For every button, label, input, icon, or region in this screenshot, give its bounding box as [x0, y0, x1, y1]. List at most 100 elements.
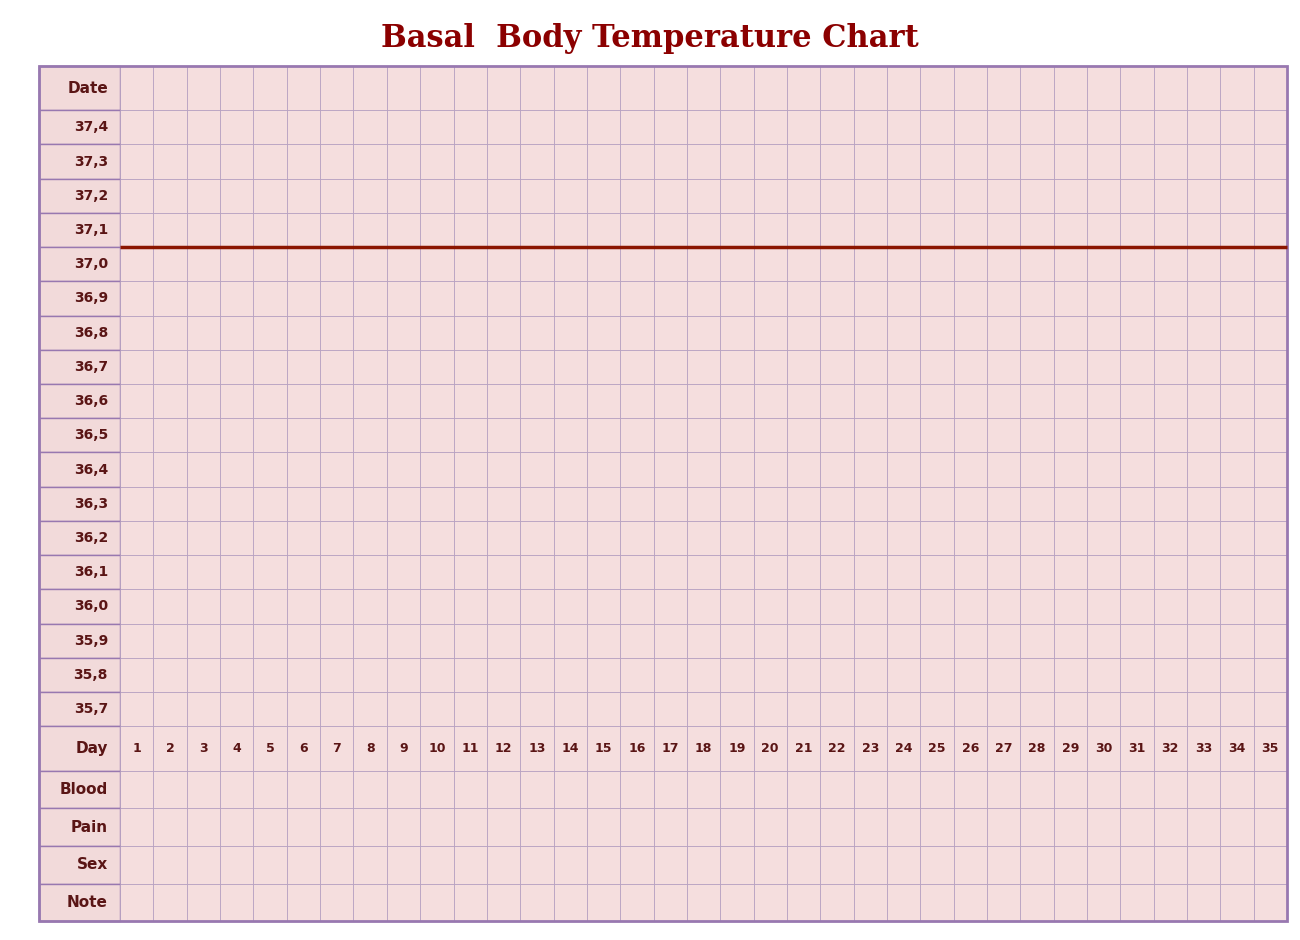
Bar: [554, 808, 586, 846]
Text: 5: 5: [265, 742, 274, 755]
Bar: [354, 179, 387, 213]
Bar: [520, 145, 554, 179]
Bar: [654, 316, 686, 350]
Bar: [488, 66, 520, 110]
Bar: [1253, 110, 1287, 145]
Text: 19: 19: [728, 742, 746, 755]
Bar: [187, 247, 220, 281]
Bar: [1053, 521, 1087, 556]
Bar: [720, 727, 754, 771]
Bar: [387, 281, 420, 316]
Bar: [920, 145, 954, 179]
Bar: [520, 452, 554, 487]
Text: 6: 6: [299, 742, 308, 755]
Bar: [686, 771, 720, 808]
Bar: [586, 623, 620, 658]
Bar: [187, 316, 220, 350]
Bar: [153, 589, 187, 623]
Bar: [920, 623, 954, 658]
Text: 21: 21: [794, 742, 812, 755]
Bar: [1153, 350, 1187, 384]
Bar: [920, 110, 954, 145]
Bar: [987, 727, 1021, 771]
Bar: [987, 350, 1021, 384]
Bar: [1187, 110, 1221, 145]
Bar: [287, 418, 320, 452]
Bar: [454, 247, 488, 281]
Bar: [39, 316, 120, 350]
Bar: [39, 179, 120, 213]
Bar: [520, 316, 554, 350]
Bar: [454, 213, 488, 247]
Bar: [820, 727, 854, 771]
Bar: [1121, 521, 1153, 556]
Bar: [1221, 623, 1253, 658]
Bar: [153, 884, 187, 921]
Bar: [320, 66, 354, 110]
Bar: [454, 66, 488, 110]
Bar: [754, 487, 786, 521]
Bar: [187, 281, 220, 316]
Bar: [1253, 418, 1287, 452]
Bar: [1053, 884, 1087, 921]
Bar: [520, 350, 554, 384]
Bar: [387, 316, 420, 350]
Bar: [820, 281, 854, 316]
Bar: [554, 247, 586, 281]
Text: 25: 25: [928, 742, 945, 755]
Bar: [1121, 589, 1153, 623]
Bar: [1221, 350, 1253, 384]
Bar: [387, 384, 420, 418]
Bar: [153, 66, 187, 110]
Bar: [554, 658, 586, 692]
Text: Date: Date: [68, 81, 108, 96]
Bar: [1153, 418, 1187, 452]
Bar: [586, 692, 620, 727]
Bar: [354, 247, 387, 281]
Bar: [187, 452, 220, 487]
Bar: [354, 213, 387, 247]
Bar: [920, 771, 954, 808]
Bar: [1121, 452, 1153, 487]
Text: 36,6: 36,6: [74, 394, 108, 408]
Bar: [1087, 384, 1121, 418]
Bar: [754, 110, 786, 145]
Bar: [720, 771, 754, 808]
Bar: [153, 487, 187, 521]
Bar: [1020, 350, 1053, 384]
Bar: [820, 521, 854, 556]
Text: 27: 27: [994, 742, 1013, 755]
Bar: [254, 556, 287, 589]
Bar: [1020, 808, 1053, 846]
Text: 30: 30: [1095, 742, 1113, 755]
Bar: [420, 384, 454, 418]
Bar: [488, 808, 520, 846]
Bar: [620, 145, 654, 179]
Text: 20: 20: [762, 742, 779, 755]
Bar: [320, 556, 354, 589]
Bar: [954, 884, 987, 921]
Bar: [520, 884, 554, 921]
Bar: [254, 771, 287, 808]
Bar: [920, 589, 954, 623]
Bar: [1087, 556, 1121, 589]
Bar: [187, 418, 220, 452]
Bar: [1153, 110, 1187, 145]
Bar: [820, 487, 854, 521]
Bar: [686, 350, 720, 384]
Bar: [220, 350, 254, 384]
Bar: [1187, 145, 1221, 179]
Bar: [1153, 145, 1187, 179]
Bar: [920, 281, 954, 316]
Bar: [720, 452, 754, 487]
Bar: [254, 179, 287, 213]
Bar: [354, 658, 387, 692]
Bar: [1121, 66, 1153, 110]
Bar: [420, 727, 454, 771]
Bar: [454, 521, 488, 556]
Bar: [420, 281, 454, 316]
Bar: [320, 179, 354, 213]
Bar: [520, 66, 554, 110]
Bar: [1187, 808, 1221, 846]
Bar: [854, 846, 887, 884]
